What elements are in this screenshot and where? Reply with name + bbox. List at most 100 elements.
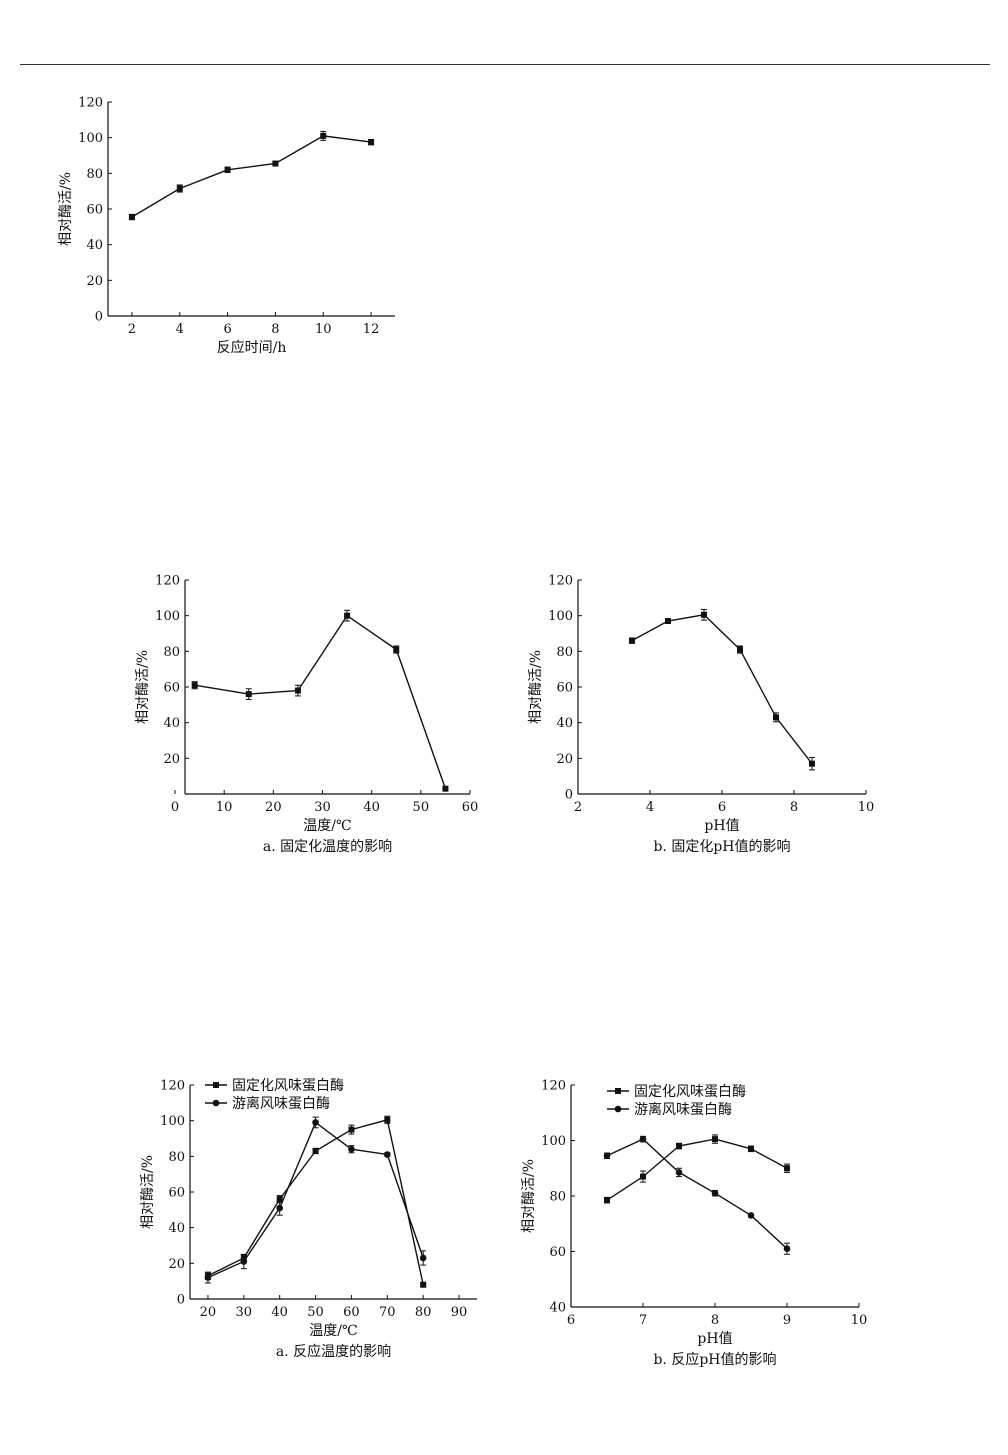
y-tick-label: 60 bbox=[86, 203, 103, 218]
series-line-1 bbox=[631, 614, 813, 765]
chart-immobilization-temperature: 20 40 60 80 100 120 0 10 20 30 40 50 60 温度/℃ 相对酶活/% a. … bbox=[135, 574, 479, 856]
figure-caption: b. 固定化pH值的影响 bbox=[653, 839, 790, 855]
x-tick-label: 10 bbox=[315, 322, 332, 337]
x-tick-label: 6 bbox=[223, 322, 231, 337]
chart-reaction-ph: 40 60 80 100 120 6 7 8 9 10 pH值 相对酶活/% b. 反应pH值的影响 固定… bbox=[521, 1079, 868, 1369]
data-point bbox=[368, 139, 375, 146]
page-header-rule bbox=[20, 64, 990, 65]
figure-caption: a. 反应温度的影响 bbox=[276, 1343, 391, 1360]
legend-label: 固定化风味蛋白酶 bbox=[634, 1084, 746, 1100]
x-tick-label: 10 bbox=[216, 800, 233, 815]
y-axis-label: 相对酶活/% bbox=[521, 1159, 537, 1233]
data-point bbox=[783, 1245, 791, 1253]
x-tick-label: 7 bbox=[639, 1313, 647, 1328]
chart-immobilization-ph: 0 20 40 60 80 100 120 2 4 6 8 10 pH值 相对酶活/% b. 固定化pH值的… bbox=[528, 574, 875, 856]
data-point bbox=[312, 1119, 319, 1126]
y-tick-label: 40 bbox=[556, 716, 573, 731]
x-tick-label: 0 bbox=[171, 800, 179, 815]
y-tick-label: 20 bbox=[168, 1257, 185, 1272]
y-tick-label: 60 bbox=[163, 681, 180, 696]
x-tick-label: 4 bbox=[646, 800, 654, 815]
x-axis-label: pH值 bbox=[704, 818, 739, 834]
x-tick-label: 40 bbox=[271, 1305, 288, 1320]
y-tick-label: 0 bbox=[177, 1293, 185, 1308]
data-point bbox=[748, 1145, 754, 1152]
data-point bbox=[128, 214, 135, 221]
data-point bbox=[640, 1173, 646, 1180]
y-tick-label: 80 bbox=[86, 167, 103, 182]
chart-reaction-temperature: 0 20 40 60 80 100 120 20 30 40 50 60 70 80 90 温度/℃ 相对酶活/… bbox=[140, 1078, 477, 1360]
y-tick-label: 60 bbox=[168, 1186, 185, 1201]
data-point bbox=[276, 1204, 283, 1212]
y-tick-label: 40 bbox=[163, 716, 180, 731]
x-tick-label: 12 bbox=[363, 322, 380, 337]
y-tick-label: 0 bbox=[95, 310, 103, 325]
y-axis-label: 相对酶活/% bbox=[135, 650, 151, 724]
data-point bbox=[312, 1147, 319, 1154]
y-tick-label: 80 bbox=[168, 1150, 185, 1165]
series-line-1 bbox=[194, 614, 447, 789]
legend-label: 游离风味蛋白酶 bbox=[232, 1095, 330, 1112]
data-point bbox=[747, 1212, 755, 1219]
data-point bbox=[272, 160, 279, 167]
legend-marker bbox=[614, 1105, 622, 1113]
y-tick-label: 120 bbox=[78, 96, 103, 111]
x-tick-label: 20 bbox=[265, 800, 282, 815]
data-point bbox=[384, 1116, 391, 1123]
data-point bbox=[675, 1169, 683, 1176]
y-tick-label: 60 bbox=[556, 681, 573, 696]
x-tick-label: 6 bbox=[718, 800, 726, 815]
x-tick-label: 10 bbox=[851, 1313, 868, 1328]
data-point bbox=[276, 1196, 283, 1203]
y-tick-label: 120 bbox=[548, 574, 573, 589]
x-tick-label: 8 bbox=[711, 1313, 719, 1328]
data-point bbox=[320, 132, 327, 139]
y-tick-label: 100 bbox=[78, 131, 103, 146]
y-tick-label: 20 bbox=[86, 274, 103, 289]
y-tick-label: 0 bbox=[565, 788, 573, 803]
data-point bbox=[224, 166, 231, 173]
y-axis-label: 相对酶活/% bbox=[58, 172, 74, 246]
series-line-1 bbox=[131, 135, 372, 218]
x-tick-label: 6 bbox=[567, 1313, 575, 1328]
y-tick-label: 120 bbox=[541, 1079, 566, 1094]
data-point bbox=[773, 714, 779, 721]
data-point bbox=[191, 682, 198, 689]
y-tick-label: 120 bbox=[155, 574, 180, 589]
y-axis-label: 相对酶活/% bbox=[528, 650, 544, 724]
legend-marker bbox=[213, 1082, 219, 1088]
x-tick-label: 30 bbox=[236, 1305, 253, 1320]
data-point bbox=[629, 637, 635, 644]
data-point bbox=[176, 185, 183, 192]
x-axis-label: 温度/℃ bbox=[303, 818, 351, 834]
y-tick-label: 40 bbox=[168, 1221, 185, 1236]
x-tick-label: 2 bbox=[574, 800, 582, 815]
data-point bbox=[676, 1143, 682, 1150]
x-axis-label: pH值 bbox=[697, 1331, 732, 1347]
data-point bbox=[665, 618, 671, 625]
data-point bbox=[204, 1274, 212, 1281]
x-tick-label: 10 bbox=[858, 800, 875, 815]
data-point bbox=[604, 1197, 610, 1204]
y-tick-label: 100 bbox=[541, 1134, 566, 1149]
y-tick-label: 60 bbox=[549, 1245, 566, 1260]
x-tick-label: 2 bbox=[128, 322, 136, 337]
data-point bbox=[603, 1152, 611, 1160]
x-tick-label: 8 bbox=[790, 800, 798, 815]
y-tick-label: 80 bbox=[556, 645, 573, 660]
data-point bbox=[348, 1145, 355, 1153]
data-point bbox=[245, 691, 252, 698]
x-axis-label: 反应时间/h bbox=[217, 339, 287, 356]
y-tick-label: 40 bbox=[86, 238, 103, 253]
x-tick-label: 60 bbox=[462, 800, 479, 815]
data-point bbox=[784, 1165, 790, 1172]
x-tick-label: 80 bbox=[415, 1305, 432, 1320]
y-tick-label: 40 bbox=[549, 1301, 566, 1316]
data-point bbox=[348, 1126, 355, 1133]
data-point bbox=[701, 611, 707, 618]
data-point bbox=[344, 612, 351, 619]
y-axis-label: 相对酶活/% bbox=[140, 1155, 156, 1229]
y-tick-label: 100 bbox=[548, 609, 573, 624]
data-point bbox=[294, 687, 301, 694]
x-tick-label: 20 bbox=[200, 1305, 217, 1320]
